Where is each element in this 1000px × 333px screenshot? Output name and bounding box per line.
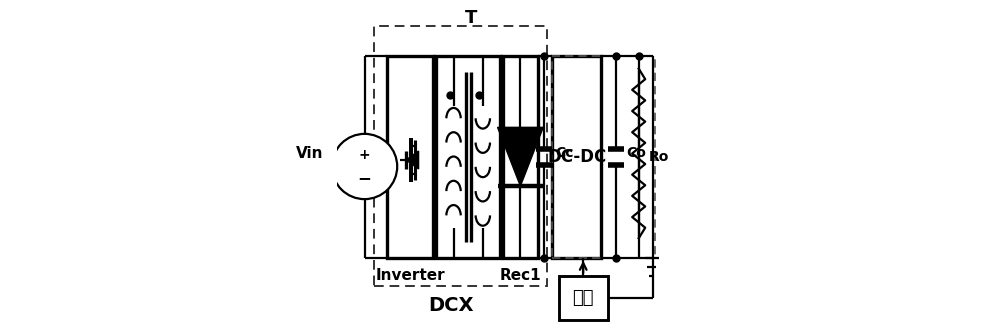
Text: DC-DC: DC-DC — [547, 148, 606, 166]
Text: −: − — [358, 169, 372, 187]
Text: Ro: Ro — [649, 150, 670, 164]
Text: DCX: DCX — [428, 296, 474, 315]
Text: 反馈: 反馈 — [572, 289, 594, 307]
Text: Rec1: Rec1 — [500, 268, 541, 283]
Bar — [436, 56, 500, 258]
Text: Co: Co — [627, 147, 646, 161]
Bar — [387, 56, 433, 258]
Circle shape — [332, 134, 397, 199]
Bar — [503, 56, 538, 258]
Bar — [559, 276, 608, 320]
Bar — [552, 56, 601, 258]
Bar — [374, 26, 547, 286]
Text: Cc: Cc — [555, 147, 574, 161]
Polygon shape — [406, 151, 419, 169]
Text: T: T — [465, 9, 478, 27]
Bar — [552, 56, 655, 258]
Polygon shape — [498, 127, 543, 186]
Text: Vin: Vin — [296, 146, 324, 161]
Text: Inverter: Inverter — [375, 268, 445, 283]
Text: +: + — [359, 148, 370, 162]
